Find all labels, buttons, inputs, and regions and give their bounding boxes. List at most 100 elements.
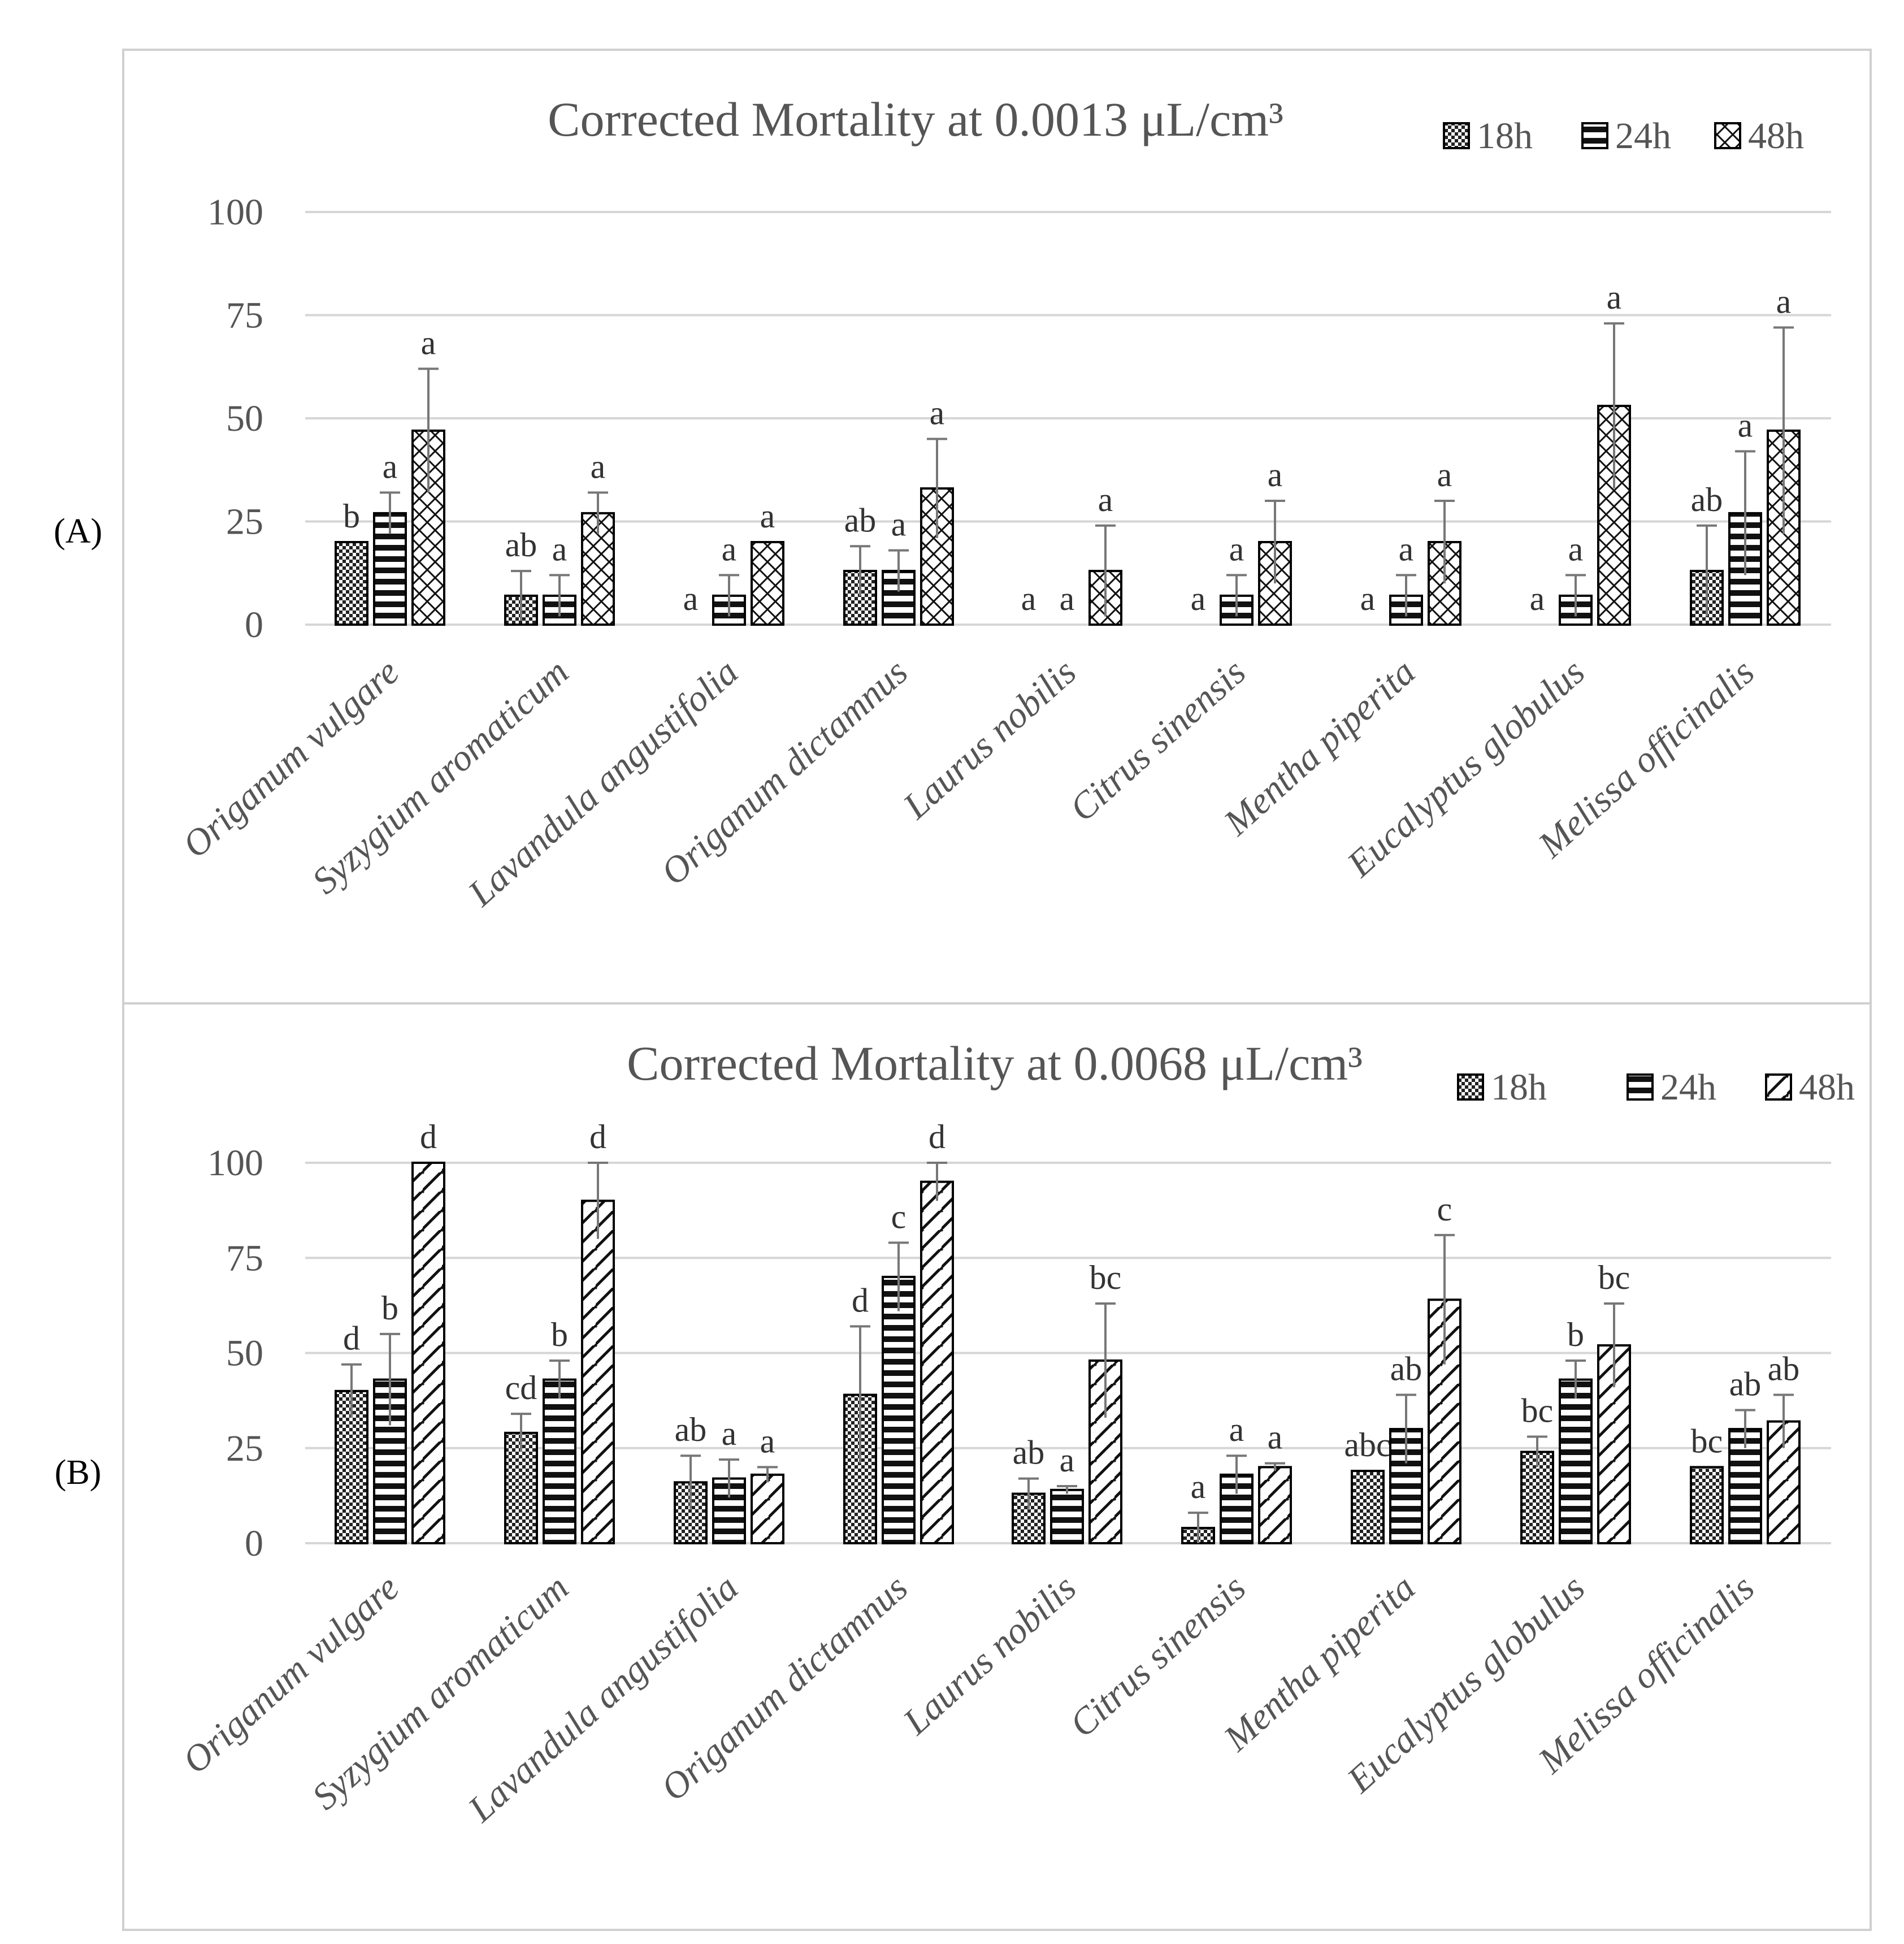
significance-letter: a	[1060, 580, 1075, 617]
x-category-label: Citrus sinensis	[1062, 651, 1254, 830]
y-tick-label: 25	[226, 1428, 263, 1469]
significance-letter: a	[1399, 530, 1414, 568]
significance-letter: c	[891, 1198, 907, 1235]
significance-letter: a	[1098, 481, 1113, 518]
significance-letter: b	[381, 1289, 398, 1327]
significance-letter: ab	[844, 501, 877, 539]
y-tick-label: 100	[207, 1142, 263, 1184]
legend-label-18h: 18h	[1491, 1067, 1547, 1108]
significance-letter: a	[591, 448, 606, 485]
y-tick-label: 0	[245, 604, 263, 646]
y-tick-label: 100	[207, 192, 263, 233]
significance-letter: a	[1229, 1411, 1244, 1448]
significance-letter: a	[1268, 456, 1283, 493]
significance-letter: b	[343, 497, 360, 535]
significance-letter: a	[1060, 1441, 1075, 1479]
bar-48h	[411, 1162, 445, 1544]
panel-label-a: (A)	[54, 512, 102, 551]
significance-letter: a	[722, 1415, 737, 1452]
x-category-label: Laurus nobilis	[895, 1567, 1084, 1743]
legend-swatch-48h	[1765, 1073, 1792, 1101]
chart-panel-b: Corrected Mortality at 0.0068 μL/cm³ 18h 2…	[175, 1036, 1855, 1830]
bar-24h	[1050, 1488, 1084, 1545]
significance-letter: d	[852, 1281, 869, 1319]
significance-letter: ab	[1691, 481, 1723, 518]
y-tick-label: 25	[226, 501, 263, 543]
legend-swatch-24h	[1581, 122, 1608, 149]
significance-letter: bc	[1090, 1259, 1122, 1296]
panel-label-b: (B)	[55, 1453, 102, 1492]
significance-letter: a	[383, 448, 398, 485]
significance-letter: a	[930, 395, 945, 432]
legend-label-24h: 24h	[1615, 115, 1671, 157]
legend-swatch-48h	[1714, 122, 1741, 149]
significance-letter: ab	[1013, 1434, 1045, 1471]
bar-24h	[882, 1275, 916, 1544]
bar-18h	[335, 541, 368, 626]
significance-letter: a	[1607, 279, 1622, 316]
y-tick-label: 50	[226, 398, 263, 439]
y-tick-label: 0	[245, 1523, 263, 1564]
significance-letter: bc	[1598, 1259, 1630, 1296]
significance-letter: a	[722, 530, 737, 568]
x-category-label: Citrus sinensis	[1062, 1567, 1254, 1746]
significance-letter: ab	[1729, 1365, 1762, 1402]
bar-48h	[920, 1180, 954, 1544]
significance-letter: a	[760, 1422, 775, 1460]
chart-title: Corrected Mortality at 0.0013 μL/cm³	[548, 92, 1283, 146]
significance-letter: a	[1191, 580, 1206, 617]
bar-24h	[543, 1378, 576, 1545]
significance-letter: d	[343, 1320, 360, 1357]
significance-letter: a	[1568, 530, 1584, 568]
figure-frame	[122, 49, 1872, 1931]
bar-48h	[751, 1473, 784, 1545]
chart-title: Corrected Mortality at 0.0068 μL/cm³	[627, 1036, 1363, 1090]
significance-letter: ab	[1390, 1350, 1422, 1388]
significance-letter: b	[1567, 1316, 1584, 1353]
legend-swatch-18h	[1443, 122, 1470, 149]
significance-letter: ab	[675, 1411, 707, 1448]
significance-letter: bc	[1691, 1422, 1723, 1460]
bar-18h	[1690, 1466, 1724, 1544]
legend-label-18h: 18h	[1477, 115, 1533, 157]
bar-18h	[1351, 1470, 1385, 1544]
bar-48h	[751, 541, 784, 626]
legend-swatch-18h	[1457, 1073, 1484, 1101]
significance-letter: d	[420, 1118, 437, 1155]
bar-24h	[1728, 1428, 1762, 1545]
bar-48h	[1258, 1466, 1292, 1544]
significance-letter: abc	[1344, 1426, 1391, 1464]
y-tick-label: 50	[226, 1333, 263, 1374]
legend-swatch-24h	[1627, 1073, 1654, 1101]
significance-letter: a	[683, 580, 699, 617]
significance-letter: a	[1191, 1468, 1206, 1505]
significance-letter: a	[760, 497, 775, 535]
bar-24h	[1559, 1378, 1593, 1545]
significance-letter: d	[929, 1118, 946, 1155]
significance-letter: a	[552, 530, 567, 568]
legend-label-24h: 24h	[1660, 1067, 1716, 1108]
significance-letter: a	[891, 506, 907, 543]
significance-letter: ab	[505, 526, 537, 564]
y-tick-label: 75	[226, 1237, 263, 1279]
significance-letter: d	[589, 1118, 606, 1155]
significance-letter: a	[1360, 580, 1376, 617]
significance-letter: c	[1437, 1190, 1452, 1228]
significance-letter: a	[1437, 456, 1452, 493]
significance-letter: a	[1738, 406, 1753, 444]
significance-letter: b	[551, 1316, 568, 1353]
significance-letter: bc	[1521, 1392, 1554, 1430]
bar-48h	[581, 1200, 615, 1545]
significance-letter: a	[1530, 580, 1545, 617]
x-category-label: Laurus nobilis	[895, 651, 1084, 827]
y-tick-label: 75	[226, 295, 263, 336]
significance-letter: a	[1229, 530, 1244, 568]
significance-letter: a	[1021, 580, 1036, 617]
x-category-label: Lavandula angustifolia	[460, 651, 746, 915]
chart-panel-a: Corrected Mortality at 0.0013 μL/cm³ 18h 2…	[175, 92, 1831, 915]
x-category-label: Lavandula angustifolia	[460, 1567, 746, 1830]
legend-label-48h: 48h	[1799, 1067, 1855, 1108]
legend-label-48h: 48h	[1748, 115, 1804, 157]
significance-letter: a	[1776, 283, 1792, 320]
